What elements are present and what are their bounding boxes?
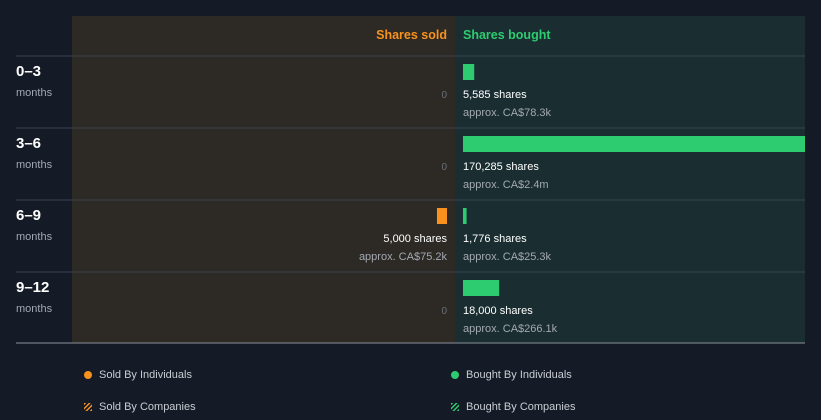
bought-panel — [455, 16, 805, 343]
period-unit-label: months — [16, 159, 53, 171]
legend-label: Sold By Individuals — [99, 369, 192, 381]
period-label: 6–9 — [16, 207, 41, 224]
bought-value-label: approx. CA$2.4m — [463, 179, 549, 191]
bought-shares-label: 18,000 shares — [463, 305, 533, 317]
bought-column-header: Shares bought — [463, 28, 551, 42]
bought-bar — [463, 64, 475, 80]
sold-zero-label: 0 — [441, 90, 447, 101]
bought-shares-label: 170,285 shares — [463, 161, 539, 173]
orange-dot-icon — [84, 371, 92, 379]
legend-bought-companies: Bought By Companies — [451, 399, 575, 415]
bought-value-label: approx. CA$25.3k — [463, 251, 552, 263]
legend-label: Bought By Individuals — [466, 369, 572, 381]
sold-value-label: approx. CA$75.2k — [359, 251, 448, 263]
period-label: 0–3 — [16, 63, 41, 80]
sold-shares-label: 5,000 shares — [383, 233, 447, 245]
sold-zero-label: 0 — [441, 162, 447, 173]
bought-shares-label: 5,585 shares — [463, 89, 527, 101]
period-unit-label: months — [16, 303, 53, 315]
period-unit-label: months — [16, 231, 53, 243]
bought-value-label: approx. CA$266.1k — [463, 323, 558, 335]
legend-bought-individuals: Bought By Individuals — [451, 367, 572, 383]
period-unit-label: months — [16, 87, 53, 99]
legend-sold-individuals: Sold By Individuals — [84, 367, 192, 383]
period-label: 9–12 — [16, 279, 49, 296]
orange-hatch-icon — [84, 403, 92, 411]
green-dot-icon — [451, 371, 459, 379]
legend-sold-companies: Sold By Companies — [84, 399, 196, 415]
green-hatch-icon — [451, 403, 459, 411]
bought-value-label: approx. CA$78.3k — [463, 107, 552, 119]
sold-column-header: Shares sold — [376, 28, 447, 42]
sold-panel — [72, 16, 455, 343]
legend-label: Bought By Companies — [466, 401, 576, 413]
sold-bar — [436, 208, 447, 224]
bought-bar — [463, 208, 467, 224]
sold-zero-label: 0 — [441, 306, 447, 317]
legend-label: Sold By Companies — [99, 401, 196, 413]
bought-bar — [463, 136, 805, 152]
bought-bar — [463, 280, 500, 296]
period-label: 3–6 — [16, 135, 41, 152]
bought-shares-label: 1,776 shares — [463, 233, 527, 245]
